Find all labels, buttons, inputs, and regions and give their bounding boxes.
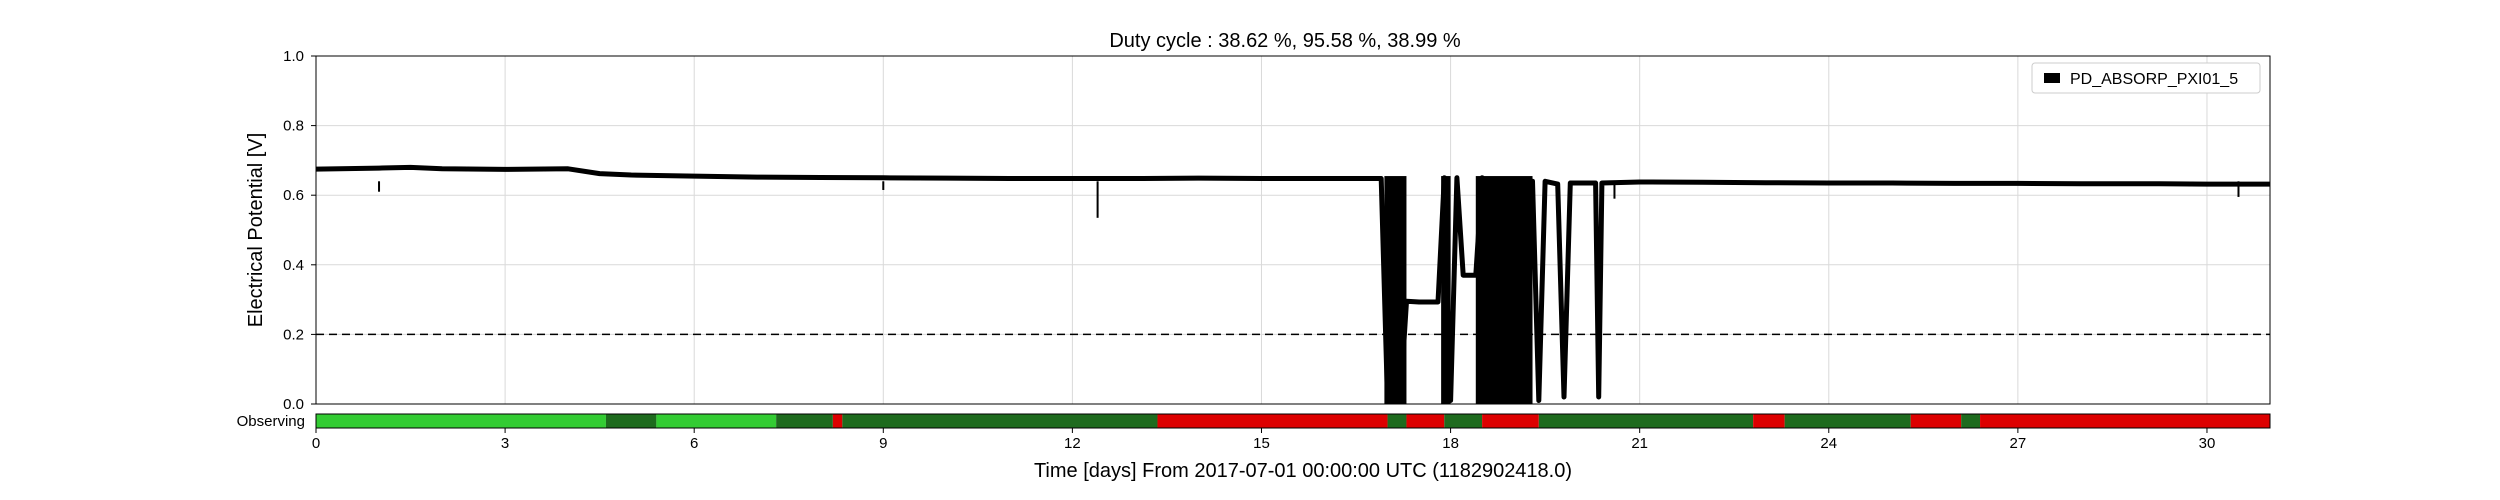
series-line — [315, 164, 2270, 403]
state-segment-red — [1980, 414, 2270, 428]
state-bar-label: Observing — [237, 413, 305, 430]
data-series — [315, 164, 2270, 404]
state-segment-dark — [1961, 414, 1981, 428]
y-tick-label: 0.6 — [283, 187, 304, 204]
state-segment-dark — [1387, 414, 1407, 428]
x-tick-label: 30 — [2199, 435, 2216, 452]
x-tick-label: 3 — [501, 435, 509, 452]
x-tick-label: 21 — [1631, 435, 1648, 452]
observing-state-bar — [315, 413, 2271, 429]
legend: PD_ABSORP_PXI01_5 — [2031, 62, 2261, 94]
x-tick-label: 24 — [1820, 435, 1837, 452]
state-segment-red — [832, 414, 843, 428]
x-axis-label: Time [days] From 2017-07-01 00:00:00 UTC… — [1034, 460, 1572, 482]
x-tick-label: 12 — [1064, 435, 1081, 452]
legend-box — [2031, 62, 2261, 94]
chart-title: Duty cycle : 38.62 %, 95.58 %, 38.99 % — [1109, 30, 1461, 52]
state-segment-dark — [1538, 414, 1754, 428]
state-bar-frame — [315, 413, 2271, 429]
state-segment-red — [1406, 414, 1445, 428]
y-axis: 0.0 0.2 0.4 0.6 0.8 1.0 — [283, 48, 316, 413]
state-segment-dark — [842, 414, 1158, 428]
legend-entry-label: PD_ABSORP_PXI01_5 — [2070, 71, 2238, 88]
x-tick-label: 6 — [690, 435, 698, 452]
x-tick-label: 18 — [1442, 435, 1459, 452]
legend-swatch — [2044, 73, 2060, 83]
y-axis-label: Electrical Potential [V] — [245, 133, 267, 328]
y-tick-label: 0.0 — [283, 396, 304, 413]
y-tick-label: 0.4 — [283, 257, 304, 274]
plot-frame — [315, 55, 2271, 405]
x-tick-label: 15 — [1253, 435, 1270, 452]
state-segment-light — [656, 414, 777, 428]
state-segment-dark — [776, 414, 833, 428]
state-segment-red — [1482, 414, 1539, 428]
y-tick-label: 0.8 — [283, 118, 304, 135]
state-segment-red — [1157, 414, 1388, 428]
state-segment-red — [1753, 414, 1785, 428]
y-tick-label: 0.2 — [283, 326, 304, 343]
state-segment-dark — [605, 414, 657, 428]
x-tick-label: 27 — [2010, 435, 2027, 452]
state-segment-dark — [1444, 414, 1483, 428]
x-tick-label: 0 — [312, 435, 320, 452]
x-tick-label: 9 — [879, 435, 887, 452]
grid-lines — [315, 55, 2270, 405]
state-segment-red — [1910, 414, 1962, 428]
y-tick-label: 1.0 — [283, 48, 304, 65]
state-segment-light — [316, 414, 606, 428]
state-segment-dark — [1784, 414, 1911, 428]
x-axis: 0 3 6 9 12 15 18 21 24 27 30 — [312, 428, 2215, 452]
